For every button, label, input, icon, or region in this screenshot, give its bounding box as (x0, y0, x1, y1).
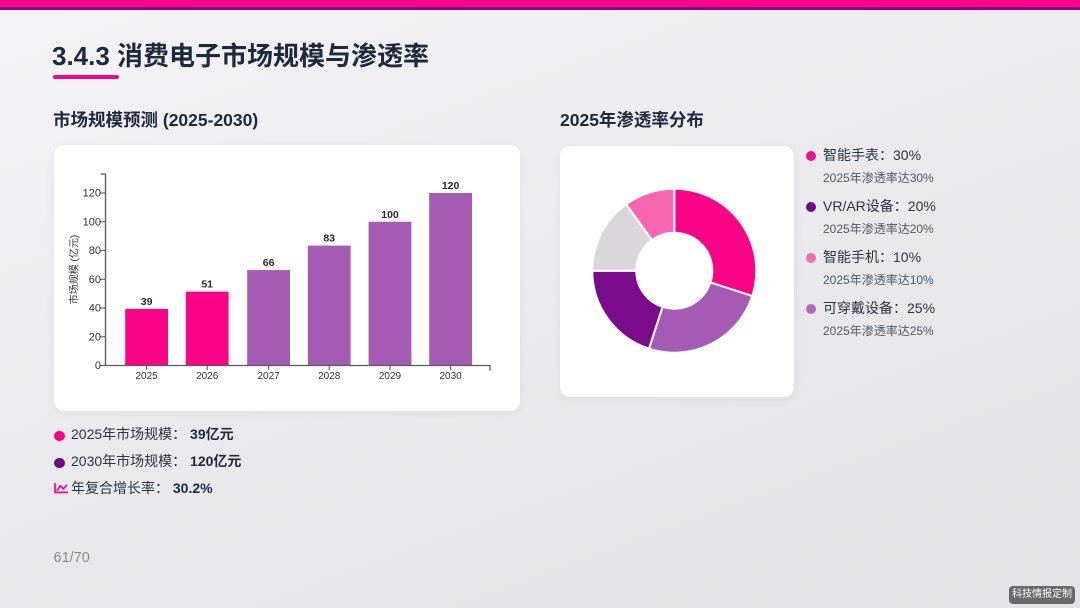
svg-text:39: 39 (141, 296, 153, 308)
svg-text:120: 120 (442, 180, 460, 192)
svg-text:2025: 2025 (135, 371, 158, 382)
svg-text:2029: 2029 (379, 371, 402, 382)
svg-text:83: 83 (323, 233, 335, 245)
svg-text:80: 80 (89, 245, 101, 257)
svg-text:20: 20 (89, 331, 101, 343)
svg-text:51: 51 (201, 279, 213, 291)
svg-text:100: 100 (83, 216, 101, 228)
svg-text:市场规模 (亿元): 市场规模 (亿元) (68, 235, 81, 304)
svg-text:2028: 2028 (318, 371, 341, 382)
svg-text:2027: 2027 (257, 371, 280, 382)
svg-text:40: 40 (89, 303, 101, 315)
svg-text:60: 60 (89, 274, 101, 286)
svg-text:2030: 2030 (439, 371, 462, 382)
svg-text:100: 100 (381, 209, 399, 221)
svg-text:66: 66 (263, 257, 275, 269)
svg-text:2026: 2026 (196, 371, 219, 382)
svg-text:0: 0 (95, 360, 101, 372)
svg-text:120: 120 (83, 188, 101, 200)
